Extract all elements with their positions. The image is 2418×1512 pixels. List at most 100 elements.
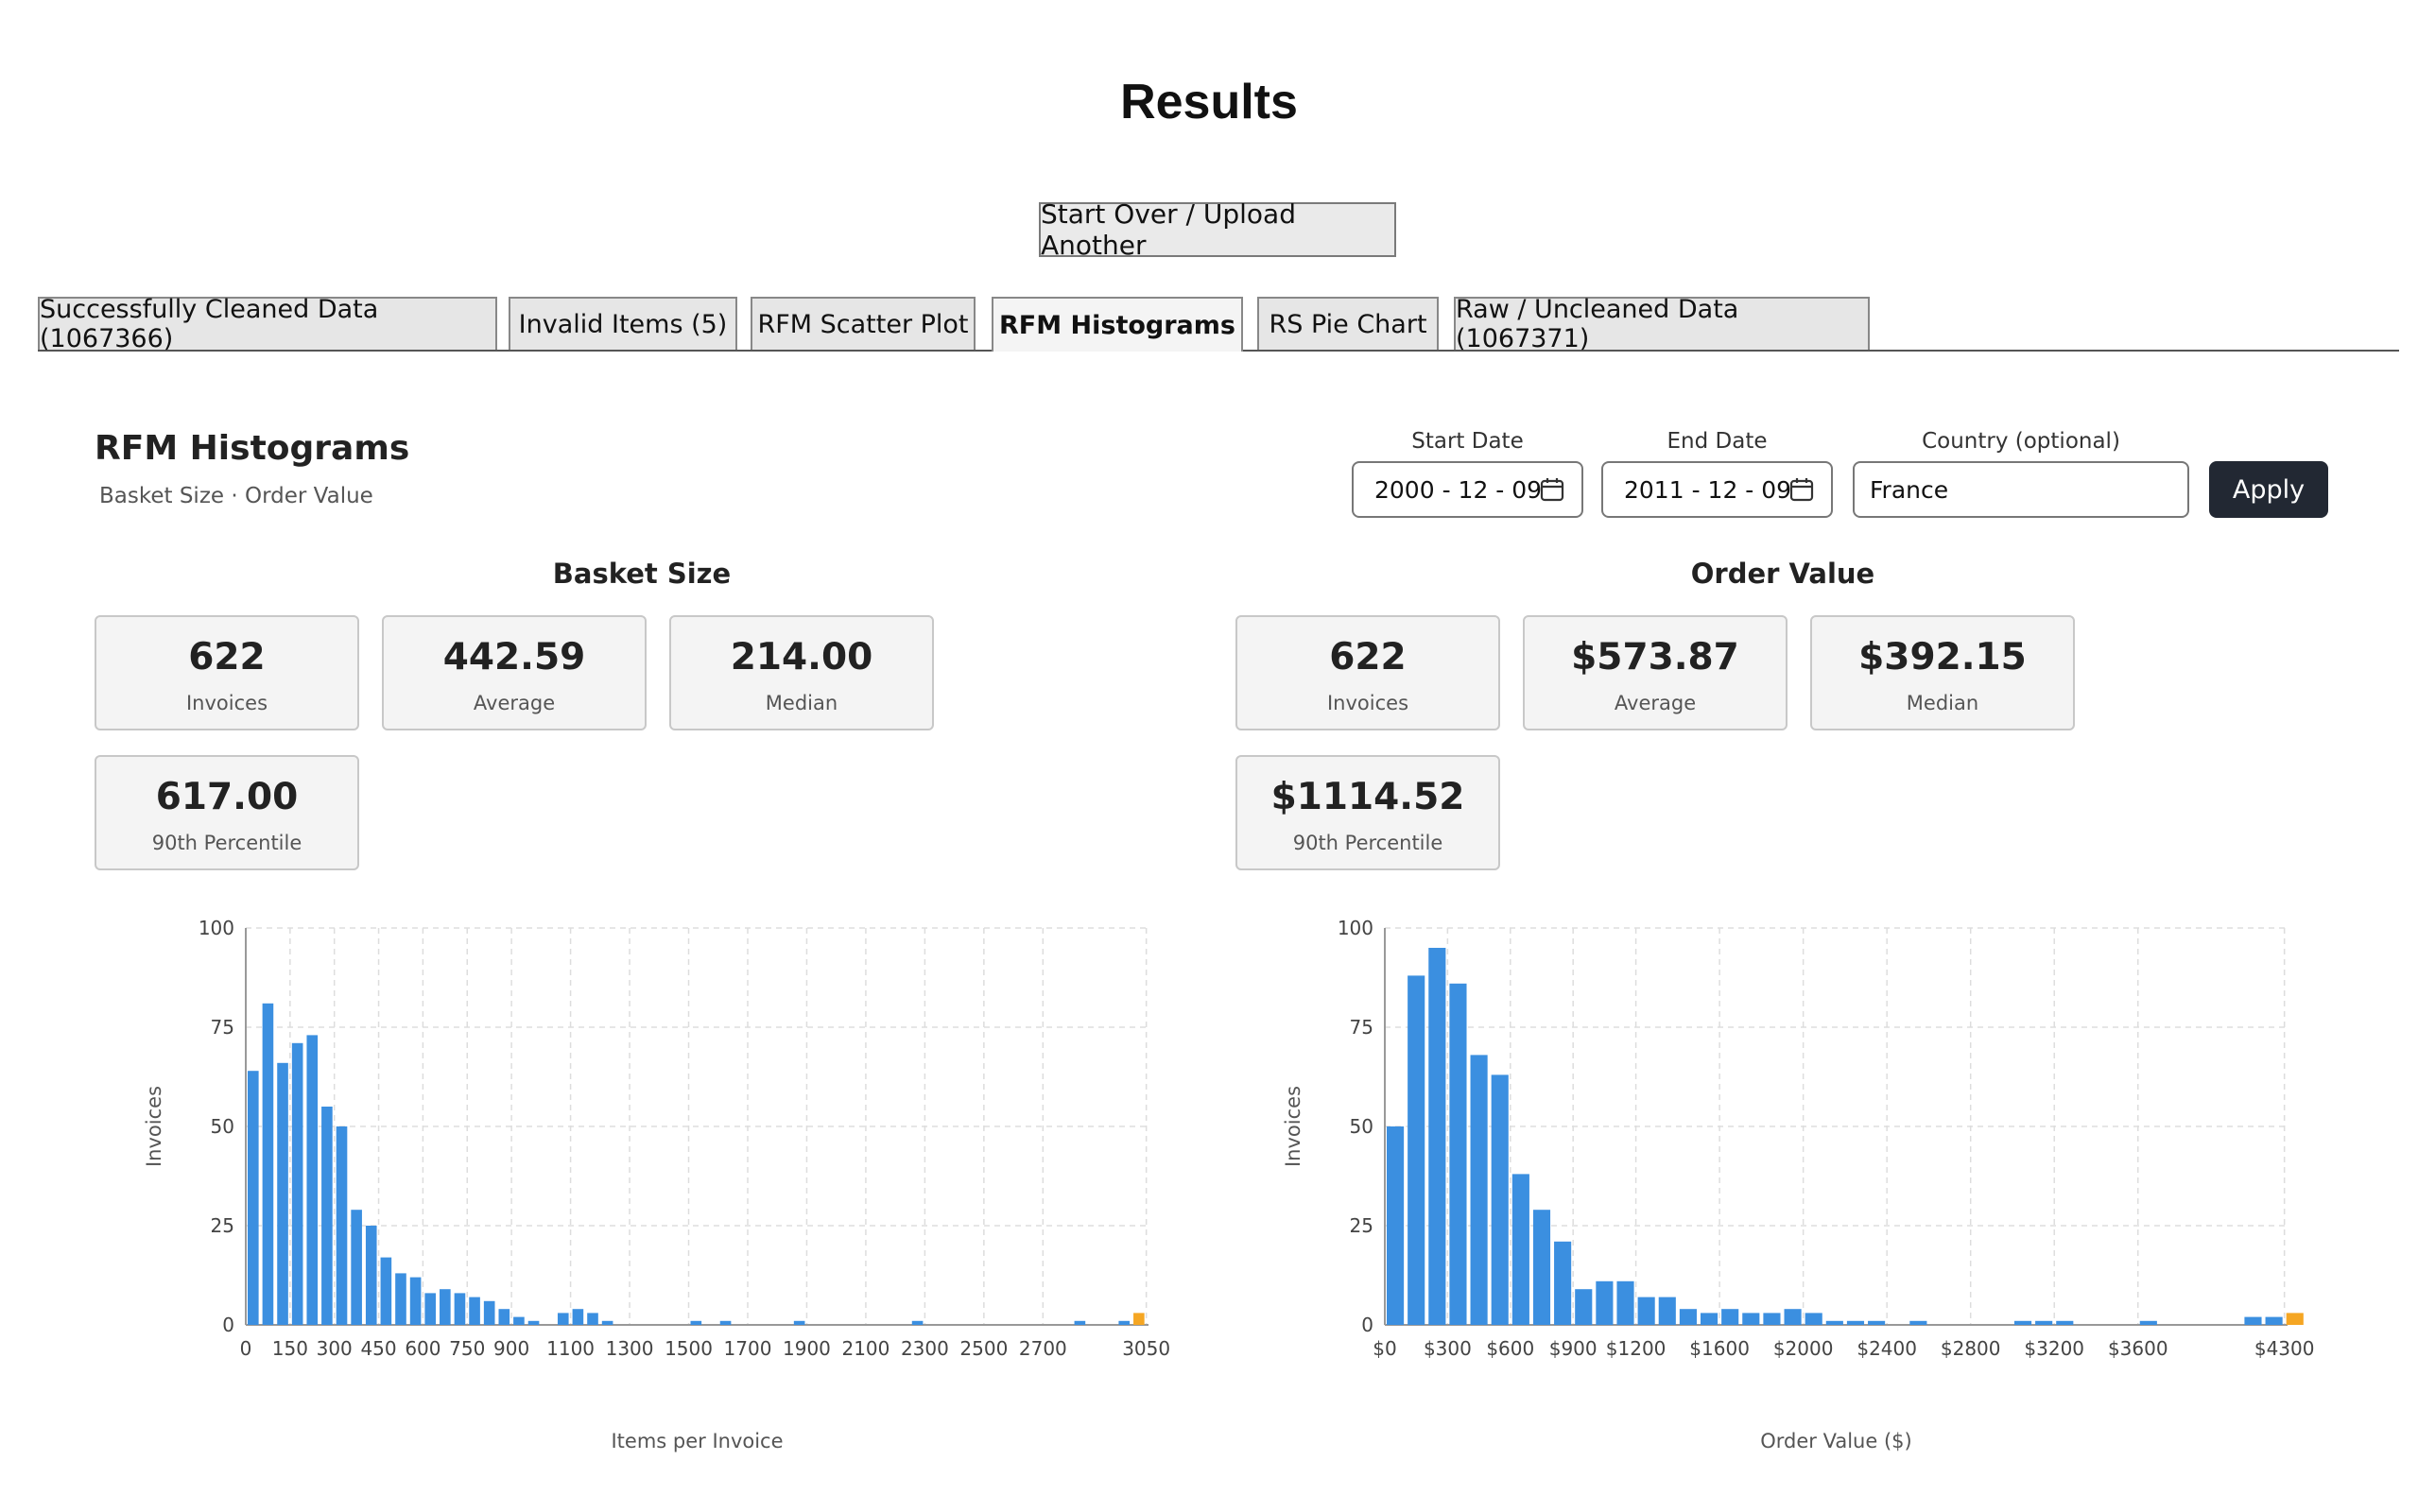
histogram-bar[interactable]: [2056, 1320, 2074, 1325]
histogram-bar[interactable]: [1074, 1320, 1086, 1325]
histogram-bar[interactable]: [1721, 1309, 1739, 1325]
histogram-bar[interactable]: [1449, 983, 1467, 1325]
histogram-bar[interactable]: [2244, 1316, 2262, 1325]
histogram-bar[interactable]: [1470, 1055, 1488, 1325]
histogram-bar[interactable]: [336, 1126, 348, 1325]
histogram-bar[interactable]: [365, 1226, 377, 1325]
histogram-bar[interactable]: [690, 1320, 702, 1325]
histogram-bar[interactable]: [248, 1071, 259, 1325]
stat-value: 622: [1329, 636, 1407, 679]
histogram-bar[interactable]: [527, 1320, 540, 1325]
order-value-histogram: 0 25 50 75 100 $0 $300 $600 $900 $1200 $1600 $2000 $…: [1282, 917, 2314, 1452]
apply-button[interactable]: Apply: [2209, 461, 2328, 518]
histogram-bar[interactable]: [601, 1320, 613, 1325]
histogram-bar[interactable]: [1868, 1320, 1886, 1325]
tab-bar: Successfully Cleaned Data (1067366) Inva…: [38, 295, 2399, 353]
end-date-input[interactable]: 2011 - 12 - 09: [1601, 461, 1833, 518]
histogram-bar[interactable]: [1616, 1280, 1634, 1325]
x-tick-label: 150: [272, 1337, 308, 1360]
histogram-bar[interactable]: [2013, 1320, 2032, 1325]
histogram-bar[interactable]: [454, 1293, 466, 1325]
histogram-bar[interactable]: [277, 1062, 288, 1325]
histogram-bar[interactable]: [498, 1309, 510, 1325]
x-tick-label: 1500: [665, 1337, 713, 1360]
histogram-bar[interactable]: [1909, 1320, 1927, 1325]
histogram-overflow-bar[interactable]: [1133, 1313, 1145, 1325]
histogram-bar[interactable]: [351, 1210, 362, 1325]
histogram-bar[interactable]: [1784, 1309, 1802, 1325]
tab-rfm-scatter-plot[interactable]: RFM Scatter Plot: [751, 297, 976, 350]
histogram-bar[interactable]: [395, 1273, 406, 1325]
histogram-bar[interactable]: [1637, 1297, 1655, 1325]
basket-p90-card: 617.00 90th Percentile: [95, 755, 359, 870]
stat-value: 617.00: [155, 776, 299, 818]
histogram-bar[interactable]: [262, 1003, 274, 1325]
tab-invalid-items[interactable]: Invalid Items (5): [509, 297, 737, 350]
order-invoices-card: 622 Invoices: [1235, 615, 1500, 730]
histogram-bar[interactable]: [911, 1320, 924, 1325]
basket-average-card: 442.59 Average: [382, 615, 647, 730]
stat-label: Median: [765, 692, 838, 714]
histogram-bar[interactable]: [1742, 1313, 1760, 1325]
histogram-bar[interactable]: [1658, 1297, 1676, 1325]
histogram-bar[interactable]: [1554, 1241, 1572, 1325]
stat-label: 90th Percentile: [151, 832, 302, 854]
calendar-icon[interactable]: [1540, 477, 1564, 502]
stat-value: $1114.52: [1270, 776, 1465, 818]
tab-rfm-histograms[interactable]: RFM Histograms: [992, 297, 1243, 352]
histogram-bar[interactable]: [1408, 975, 1425, 1325]
histogram-bar[interactable]: [469, 1297, 480, 1325]
histogram-bar[interactable]: [1596, 1280, 1614, 1325]
histogram-bar[interactable]: [291, 1042, 303, 1325]
histogram-bar[interactable]: [1700, 1313, 1719, 1325]
y-tick-label: 25: [211, 1214, 234, 1237]
y-tick-label: 0: [1361, 1314, 1373, 1336]
histogram-bar[interactable]: [424, 1293, 437, 1325]
histogram-bar[interactable]: [1511, 1174, 1529, 1325]
calendar-icon[interactable]: [1789, 477, 1814, 502]
y-tick-label: 100: [199, 917, 234, 939]
stat-label: Invoices: [1326, 692, 1409, 714]
x-tick-label: 1300: [606, 1337, 654, 1360]
histogram-bar[interactable]: [483, 1300, 495, 1325]
histogram-bar[interactable]: [1575, 1289, 1593, 1325]
histogram-bar[interactable]: [440, 1289, 451, 1325]
histogram-bar[interactable]: [1387, 1126, 1405, 1325]
end-date-value: 2011 - 12 - 09: [1624, 475, 1792, 504]
histogram-bar[interactable]: [557, 1313, 569, 1325]
histogram-bar[interactable]: [513, 1316, 525, 1325]
x-tick-label: 600: [405, 1337, 440, 1360]
tab-rs-pie-chart[interactable]: RS Pie Chart: [1257, 297, 1439, 350]
histogram-bar[interactable]: [1428, 948, 1446, 1325]
start-date-input[interactable]: 2000 - 12 - 09: [1352, 461, 1583, 518]
histogram-bar[interactable]: [2265, 1316, 2283, 1325]
histogram-bar[interactable]: [1532, 1210, 1551, 1325]
basket-median-card: 214.00 Median: [669, 615, 934, 730]
histogram-bar[interactable]: [1763, 1313, 1781, 1325]
x-tick-label: 1700: [724, 1337, 772, 1360]
histogram-bar[interactable]: [1805, 1313, 1822, 1325]
histogram-bar[interactable]: [1825, 1320, 1843, 1325]
tab-cleaned-data[interactable]: Successfully Cleaned Data (1067366): [38, 295, 497, 353]
histogram-bar[interactable]: [1846, 1320, 1865, 1325]
section-title: RFM Histograms: [95, 429, 410, 468]
histogram-bar[interactable]: [1491, 1074, 1509, 1325]
histogram-bar[interactable]: [2139, 1320, 2157, 1325]
tab-raw-data[interactable]: Raw / Uncleaned Data (1067371): [1454, 295, 1870, 353]
histogram-bar[interactable]: [587, 1313, 598, 1325]
histogram-bar[interactable]: [2035, 1320, 2053, 1325]
start-date-value: 2000 - 12 - 09: [1374, 475, 1543, 504]
histogram-bar[interactable]: [793, 1320, 805, 1325]
histogram-bar[interactable]: [380, 1257, 392, 1325]
histogram-bar[interactable]: [409, 1277, 422, 1325]
country-input[interactable]: [1853, 461, 2189, 518]
histogram-bar[interactable]: [1118, 1320, 1131, 1325]
start-over-button[interactable]: Start Over / Upload Another: [1039, 198, 1396, 261]
histogram-bar[interactable]: [321, 1107, 333, 1325]
histogram-bar[interactable]: [572, 1309, 584, 1325]
histogram-overflow-bar[interactable]: [2286, 1313, 2304, 1325]
histogram-bar[interactable]: [719, 1320, 732, 1325]
histogram-bar[interactable]: [1679, 1309, 1697, 1325]
histogram-bar[interactable]: [306, 1035, 319, 1325]
y-tick-label: 75: [1350, 1016, 1373, 1039]
